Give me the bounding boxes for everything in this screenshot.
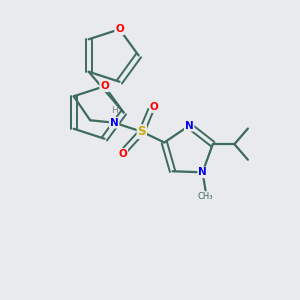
Text: H: H bbox=[111, 106, 118, 115]
Text: S: S bbox=[137, 125, 146, 138]
Text: O: O bbox=[118, 149, 127, 159]
Text: CH₃: CH₃ bbox=[198, 192, 213, 201]
Text: N: N bbox=[198, 167, 207, 177]
Text: N: N bbox=[185, 121, 194, 131]
Text: O: O bbox=[150, 102, 159, 112]
Text: O: O bbox=[115, 24, 124, 34]
Text: N: N bbox=[110, 118, 118, 128]
Text: O: O bbox=[100, 81, 109, 91]
